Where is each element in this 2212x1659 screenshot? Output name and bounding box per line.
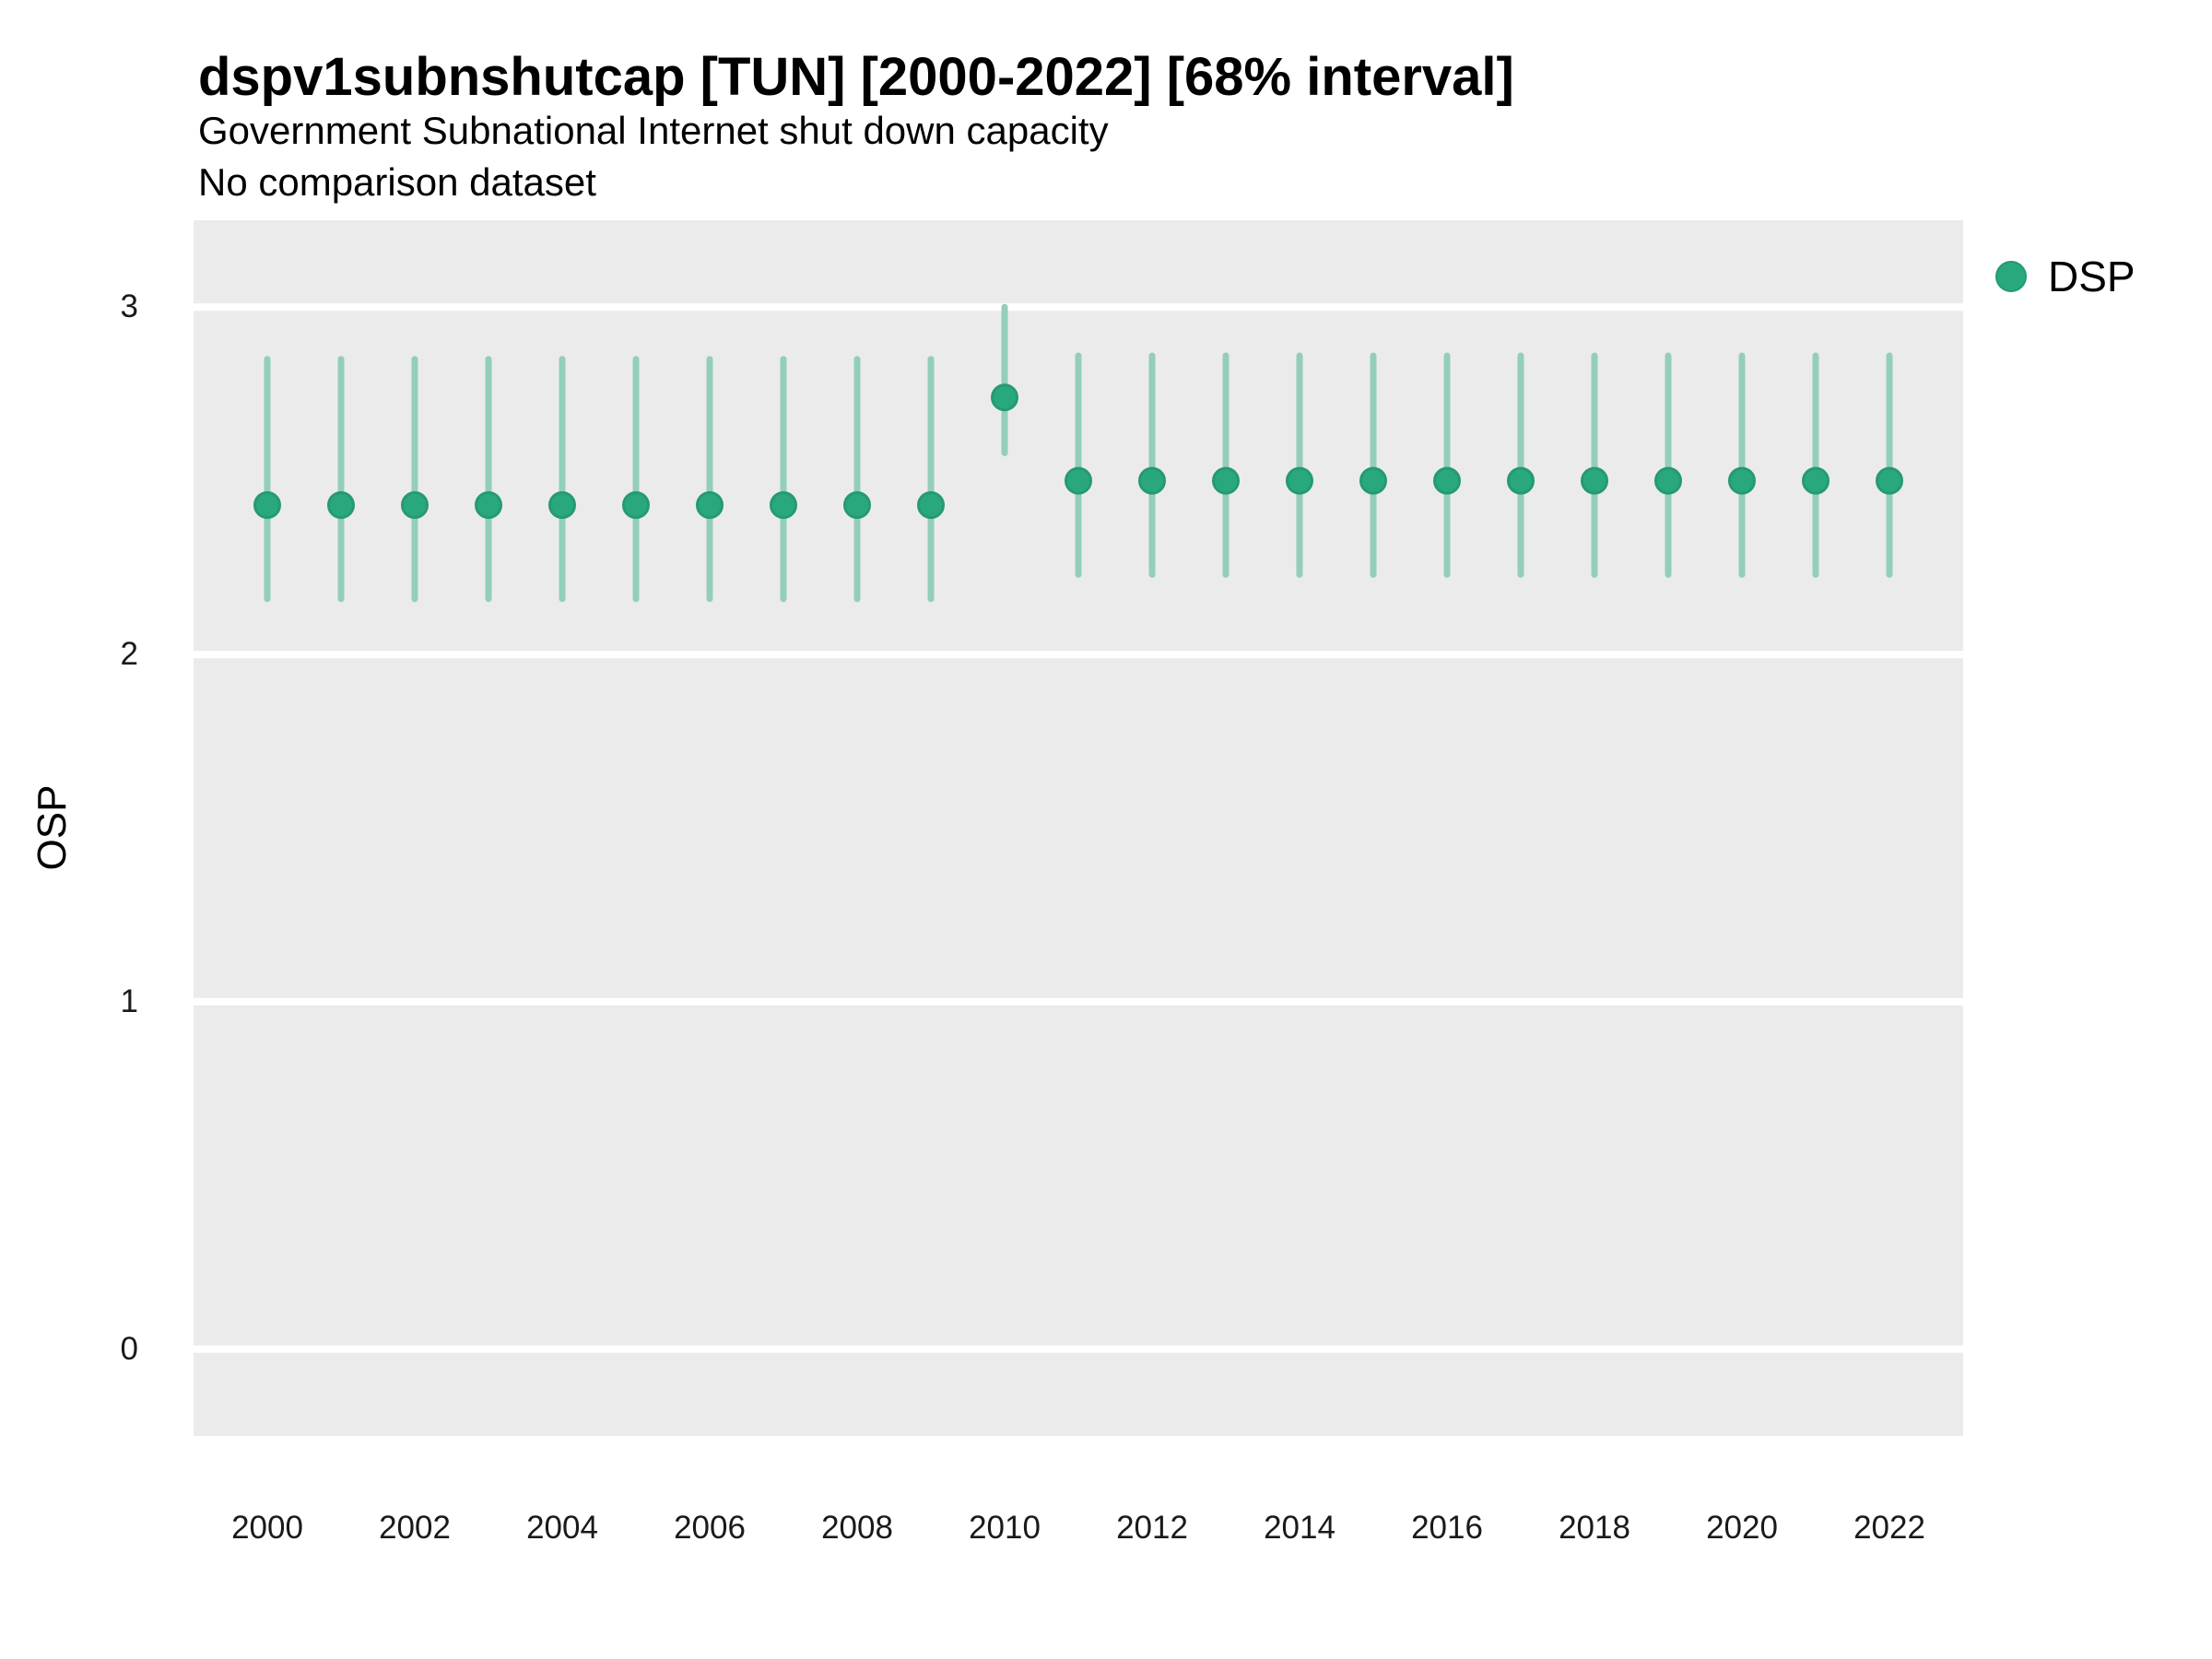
point-2020	[1728, 466, 1756, 495]
y-tick-0: 0	[120, 1330, 138, 1367]
x-tick-2018: 2018	[1559, 1510, 1630, 1546]
y-tick-2: 2	[120, 636, 138, 673]
point-2016	[1433, 466, 1461, 495]
x-tick-2002: 2002	[379, 1510, 451, 1546]
point-2008	[843, 491, 871, 520]
point-2011	[1065, 466, 1092, 495]
point-2001	[327, 491, 355, 520]
point-2012	[1138, 466, 1166, 495]
x-tick-2012: 2012	[1116, 1510, 1188, 1546]
y-tick-1: 1	[120, 982, 138, 1019]
point-2021	[1802, 466, 1830, 495]
point-2019	[1654, 466, 1682, 495]
x-tick-2014: 2014	[1264, 1510, 1335, 1546]
plot-canvas	[194, 303, 1963, 1353]
plot-panel	[194, 220, 1963, 1436]
comparison-note: No comparison dataset	[198, 160, 596, 204]
x-tick-2006: 2006	[674, 1510, 746, 1546]
x-tick-2000: 2000	[231, 1510, 303, 1546]
x-tick-2010: 2010	[969, 1510, 1041, 1546]
point-2015	[1359, 466, 1387, 495]
legend-dsp-label: DSP	[2048, 253, 2136, 300]
legend-dsp-dot-icon	[1995, 261, 2027, 292]
point-2005	[622, 491, 650, 520]
point-2006	[696, 491, 724, 520]
point-2003	[475, 491, 502, 520]
point-2009	[917, 491, 945, 520]
point-2013	[1212, 466, 1240, 495]
point-2014	[1286, 466, 1313, 495]
point-2018	[1581, 466, 1608, 495]
point-2022	[1876, 466, 1903, 495]
x-tick-2022: 2022	[1853, 1510, 1925, 1546]
x-tick-2008: 2008	[821, 1510, 893, 1546]
point-2017	[1507, 466, 1535, 495]
x-tick-2020: 2020	[1706, 1510, 1778, 1546]
chart-title: dspv1subnshutcap [TUN] [2000-2022] [68% …	[198, 47, 1514, 107]
y-tick-3: 3	[120, 288, 138, 325]
point-2010	[991, 383, 1018, 412]
x-tick-2016: 2016	[1411, 1510, 1483, 1546]
point-2000	[253, 491, 281, 520]
x-tick-2004: 2004	[526, 1510, 598, 1546]
chart-subtitle: Government Subnational Internet shut dow…	[198, 109, 1109, 152]
point-2007	[770, 491, 797, 520]
point-2004	[548, 491, 576, 520]
point-2002	[401, 491, 429, 520]
y-axis-title: OSP	[29, 784, 75, 871]
